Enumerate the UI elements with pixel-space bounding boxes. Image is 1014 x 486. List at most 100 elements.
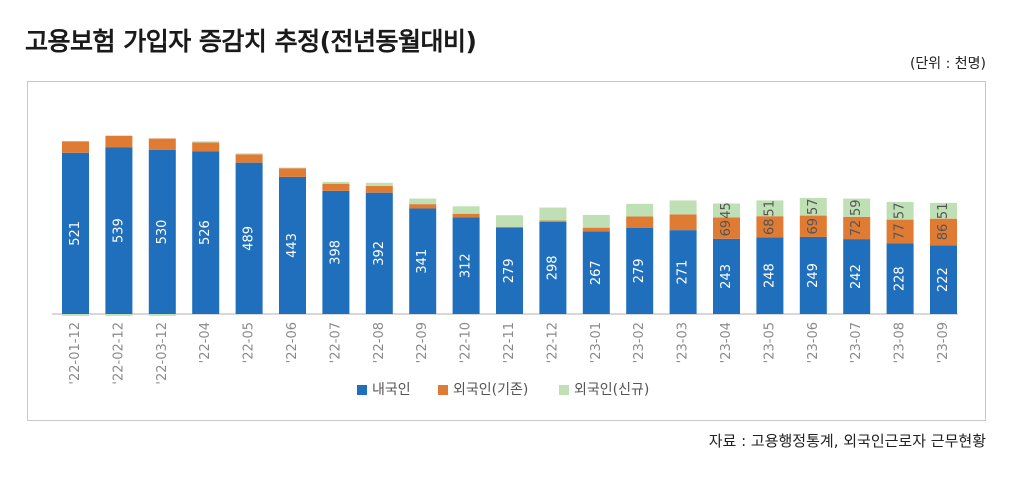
legend-swatch-domestic: [357, 385, 367, 395]
data-label-foreign_new: 51: [762, 200, 777, 217]
bar-foreign_new: [452, 206, 480, 214]
x-tick-label: '22-10: [459, 322, 474, 363]
bar-domestic: [582, 231, 610, 314]
bar-foreign_existing: [539, 220, 567, 222]
bar-foreign_new: [539, 207, 567, 221]
bar-foreign_existing: [322, 183, 350, 191]
bar-foreign_new: [756, 200, 784, 217]
data-label-domestic: 279: [502, 258, 517, 283]
bar-domestic: [235, 162, 263, 314]
x-tick-label: '22-05: [242, 322, 257, 363]
bar-domestic: [756, 237, 784, 314]
data-label-domestic: 526: [198, 220, 213, 245]
bar-foreign_new: [843, 198, 871, 217]
bar-domestic: [365, 192, 393, 314]
data-label-foreign_existing: 86: [936, 224, 951, 241]
chart-frame: [27, 81, 986, 421]
data-label-domestic: 267: [589, 260, 604, 285]
x-tick-label: '22-04: [198, 322, 213, 363]
bar-domestic: [62, 152, 89, 314]
bar-foreign_new: [713, 203, 740, 218]
x-tick-label: '23-03: [676, 322, 691, 363]
data-label-domestic: 271: [676, 260, 691, 285]
x-tick-label: '22-07: [328, 322, 343, 363]
bar-foreign_existing: [279, 168, 306, 177]
bar-domestic: [105, 147, 133, 314]
bar-foreign_new: [669, 200, 697, 215]
legend-swatch-foreign_new: [559, 385, 569, 395]
bar-foreign_new: [105, 314, 133, 316]
bar-foreign_new: [322, 181, 350, 184]
data-label-domestic: 489: [242, 226, 257, 251]
bar-foreign_new: [582, 214, 610, 228]
bar-foreign_existing: [148, 138, 176, 150]
data-label-domestic: 242: [849, 264, 864, 289]
bar-foreign_existing: [192, 142, 220, 152]
data-label-domestic: 539: [111, 218, 126, 243]
bar-domestic: [886, 243, 914, 314]
bar-domestic: [539, 221, 567, 314]
bar-domestic: [626, 227, 654, 314]
bar-domestic: [192, 151, 220, 314]
bar-domestic: [279, 176, 306, 314]
x-tick-label: '23-02: [632, 322, 647, 363]
page-title: 고용보험 가입자 증감치 추정(전년동월대비): [25, 27, 477, 56]
bar-foreign_new: [192, 141, 220, 143]
bar-foreign_new: [235, 153, 263, 155]
bar-foreign_new: [409, 198, 437, 205]
x-tick-label: '23-08: [893, 322, 908, 363]
data-label-foreign_new: 59: [849, 199, 864, 216]
data-label-foreign_new: 57: [893, 203, 908, 220]
data-label-domestic: 312: [459, 253, 474, 278]
x-tick-label: '23-05: [762, 322, 777, 363]
bar-foreign_existing: [452, 213, 480, 218]
x-tick-label: '22-06: [285, 322, 300, 363]
bar-domestic: [496, 227, 523, 314]
bar-foreign_new: [799, 197, 827, 216]
x-tick-label: '22-11: [502, 322, 517, 363]
x-tick-label: '23-01: [589, 322, 604, 363]
x-tick-label: '22-12: [545, 322, 560, 363]
bar-foreign_existing: [843, 216, 871, 240]
bar-domestic: [322, 190, 350, 314]
data-label-domestic: 243: [719, 264, 734, 289]
bar-foreign_existing: [365, 185, 393, 193]
x-tick-label: '23-07: [849, 322, 864, 363]
x-tick-label: '23-04: [719, 322, 734, 363]
legend-label-foreign_new: 외국인(신규): [574, 382, 649, 398]
unit-label: (단위 : 천명): [909, 56, 986, 72]
data-label-foreign_existing: 68: [762, 218, 777, 235]
data-label-domestic: 279: [632, 258, 647, 283]
bar-domestic: [843, 239, 871, 314]
bar-foreign_new: [886, 201, 914, 220]
data-label-foreign_new: 45: [719, 202, 734, 219]
bar-foreign_existing: [409, 204, 437, 209]
bar-foreign_existing: [756, 216, 784, 238]
bar-domestic: [930, 245, 957, 314]
data-label-foreign_existing: 72: [849, 220, 864, 237]
data-label-domestic: 530: [155, 220, 170, 245]
data-label-domestic: 222: [936, 267, 951, 292]
bar-domestic: [452, 217, 480, 314]
bar-foreign_new: [930, 202, 957, 219]
x-tick-label: '22-02-12: [111, 322, 126, 385]
bar-domestic: [713, 238, 740, 314]
bar-foreign_existing: [799, 215, 827, 237]
legend-label-domestic: 내국인: [372, 382, 411, 398]
bar-foreign_existing: [930, 218, 957, 246]
data-label-foreign_existing: 69: [719, 220, 734, 237]
bar-foreign_existing: [62, 141, 89, 153]
bar-domestic: [148, 149, 176, 314]
data-label-domestic: 341: [415, 249, 430, 274]
data-label-foreign_new: 51: [936, 203, 951, 220]
bar-foreign_existing: [669, 214, 697, 231]
x-tick-label: '23-06: [806, 322, 821, 363]
bar-foreign_existing: [496, 226, 523, 228]
data-label-domestic: 392: [372, 241, 387, 266]
data-label-foreign_existing: 77: [893, 223, 908, 240]
bar-foreign_new: [279, 167, 306, 169]
bar-foreign_new: [626, 203, 654, 217]
x-tick-label: '22-09: [415, 322, 430, 363]
data-label-domestic: 398: [328, 240, 343, 265]
